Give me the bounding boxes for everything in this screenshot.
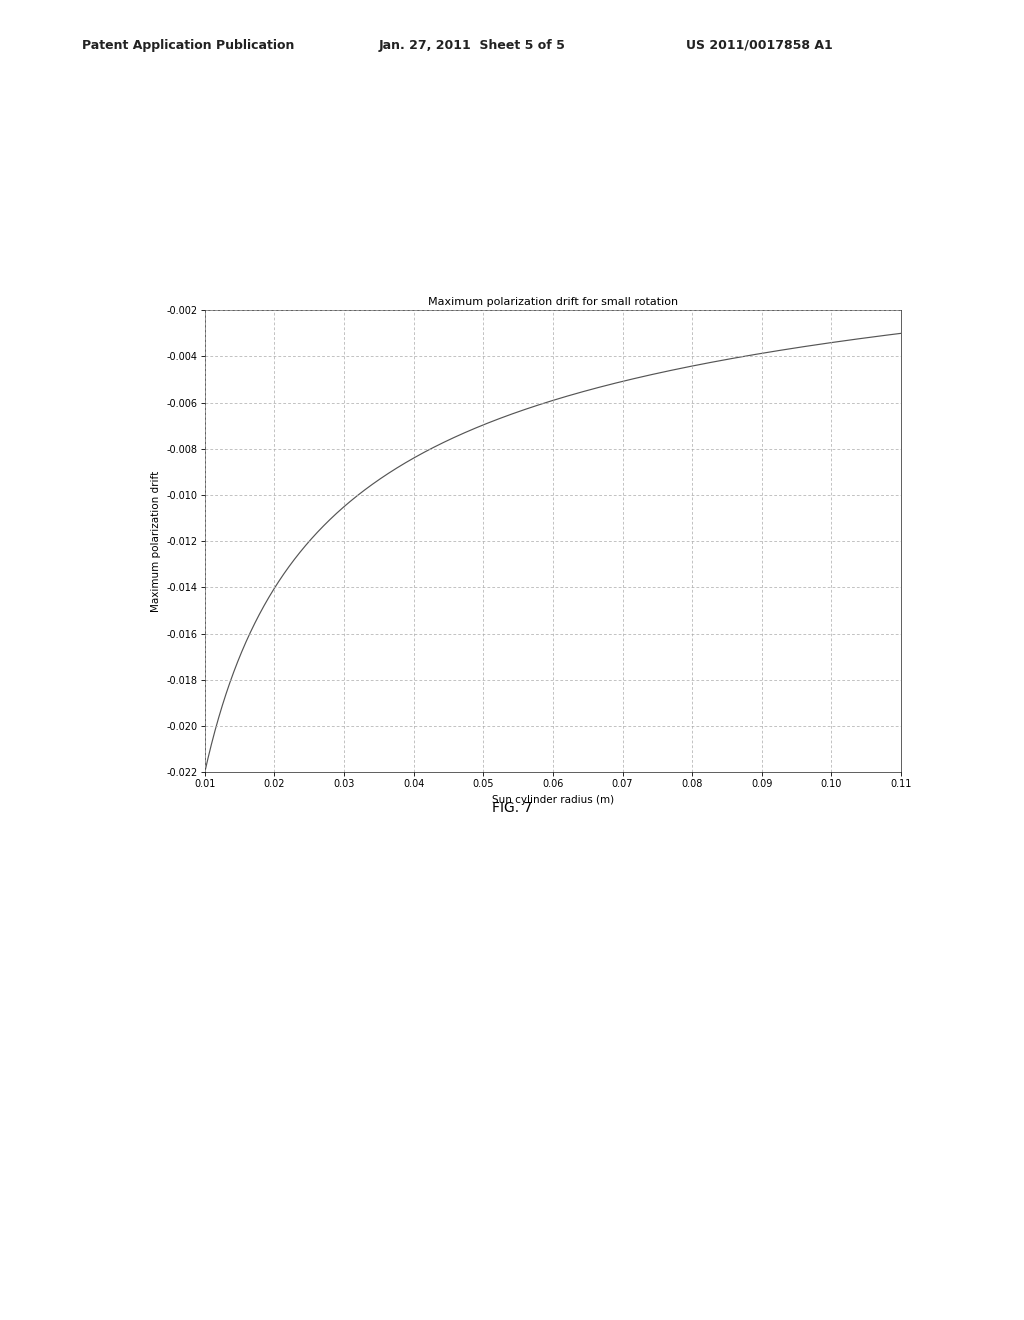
Title: Maximum polarization drift for small rotation: Maximum polarization drift for small rot… [428, 297, 678, 306]
Text: FIG. 7: FIG. 7 [492, 801, 532, 814]
Y-axis label: Maximum polarization drift: Maximum polarization drift [152, 470, 161, 612]
Text: Jan. 27, 2011  Sheet 5 of 5: Jan. 27, 2011 Sheet 5 of 5 [379, 38, 565, 51]
X-axis label: Sun cylinder radius (m): Sun cylinder radius (m) [492, 795, 614, 805]
Text: Patent Application Publication: Patent Application Publication [82, 38, 294, 51]
Text: US 2011/0017858 A1: US 2011/0017858 A1 [686, 38, 833, 51]
